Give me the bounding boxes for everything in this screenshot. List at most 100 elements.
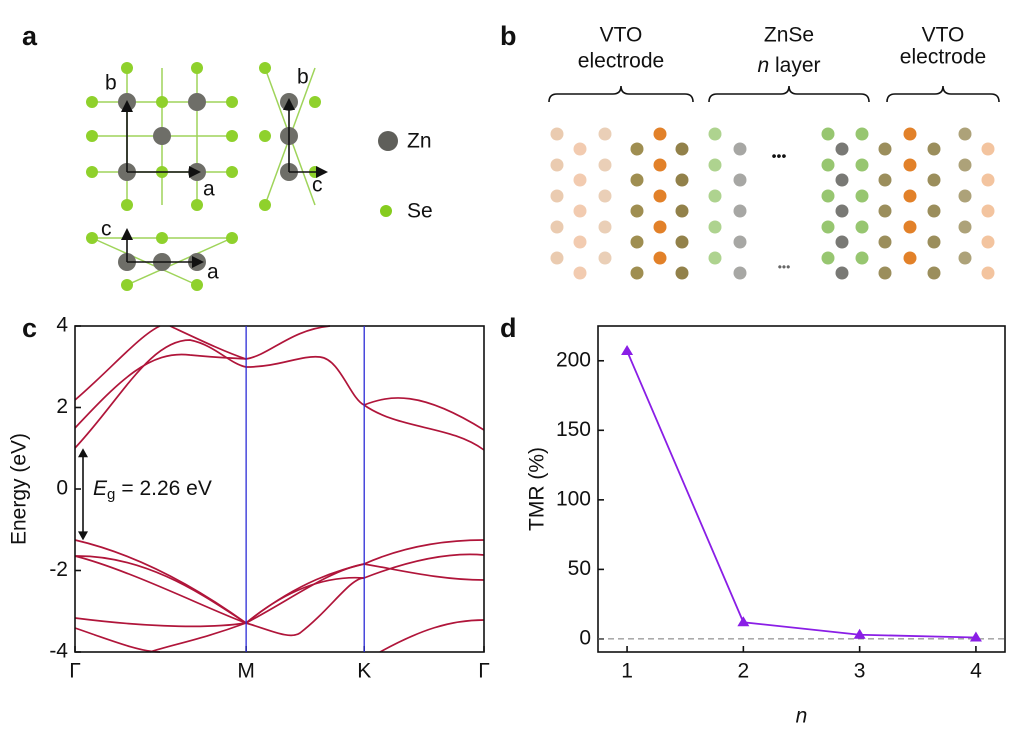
atom <box>733 235 747 249</box>
se-atom <box>226 232 238 244</box>
x-tick-label: 4 <box>970 660 982 683</box>
annotation-part: = 2.26 eV <box>121 477 212 500</box>
atom <box>903 251 917 265</box>
y-tick-label: 100 <box>556 487 591 510</box>
se-atom <box>226 166 238 178</box>
atom <box>903 127 917 141</box>
atom <box>927 266 941 280</box>
atom <box>598 251 612 265</box>
atom <box>708 251 722 265</box>
marker <box>621 345 634 356</box>
atom <box>835 173 849 187</box>
atom <box>878 142 892 156</box>
atom <box>835 266 849 280</box>
region-label: electrode <box>578 50 664 73</box>
atom <box>927 173 941 187</box>
atom <box>835 204 849 218</box>
x-tick-label: 2 <box>738 660 750 683</box>
atom <box>598 127 612 141</box>
se-atom <box>191 279 203 291</box>
y-tick-label: 0 <box>56 477 68 500</box>
atom <box>708 158 722 172</box>
atom <box>958 220 972 234</box>
atom <box>550 220 564 234</box>
plot-frame <box>597 325 1006 653</box>
atom <box>821 220 835 234</box>
se-atom <box>121 62 133 74</box>
atom <box>733 173 747 187</box>
axis-letter: a <box>203 178 215 201</box>
region-label: electrode <box>900 46 986 69</box>
marker <box>969 631 982 642</box>
atom <box>855 127 869 141</box>
atom <box>630 173 644 187</box>
y-tick-label: 2 <box>56 395 68 418</box>
atom <box>855 189 869 203</box>
atom <box>878 266 892 280</box>
atom <box>653 220 667 234</box>
gap-annotation: Eg = 2.26 eV <box>93 477 212 503</box>
se-atom <box>191 199 203 211</box>
atom <box>573 266 587 280</box>
axis-letter: c <box>101 218 112 241</box>
atom <box>903 158 917 172</box>
x-tick-label: M <box>237 660 255 683</box>
atom <box>550 127 564 141</box>
atom <box>675 204 689 218</box>
atom <box>878 235 892 249</box>
atom <box>550 251 564 265</box>
se-atom <box>121 279 133 291</box>
se-atom <box>121 199 133 211</box>
se-atom <box>86 232 98 244</box>
ellipsis: ••• <box>778 260 791 274</box>
y-axis-label: Energy (eV) <box>8 433 31 545</box>
y-tick-label: 150 <box>556 418 591 441</box>
atom <box>708 189 722 203</box>
atom <box>708 127 722 141</box>
zn-atom <box>153 127 171 145</box>
legend-label: Zn <box>407 130 432 153</box>
atom <box>675 173 689 187</box>
atom <box>958 127 972 141</box>
atom <box>630 204 644 218</box>
atom <box>878 173 892 187</box>
atom <box>981 266 995 280</box>
axis-letter: a <box>207 261 219 284</box>
atom <box>573 204 587 218</box>
y-tick-label: 0 <box>579 626 591 649</box>
atom <box>927 204 941 218</box>
atom <box>598 220 612 234</box>
zn-atom <box>188 93 206 111</box>
panel-label: d <box>500 313 517 343</box>
y-axis-label: TMR (%) <box>526 447 549 531</box>
atom <box>981 142 995 156</box>
structure <box>86 62 321 291</box>
atom <box>855 251 869 265</box>
atom <box>835 142 849 156</box>
annotation-part: E <box>93 477 108 500</box>
atom <box>630 142 644 156</box>
legend-label: Se <box>407 200 433 223</box>
atom <box>675 142 689 156</box>
atom <box>821 158 835 172</box>
zn-legend <box>378 131 398 151</box>
axis-letter: c <box>312 174 323 197</box>
region-label: VTO <box>922 24 965 47</box>
atom <box>630 266 644 280</box>
atom <box>878 204 892 218</box>
se-atom <box>156 96 168 108</box>
marker <box>853 628 866 639</box>
panel-label: c <box>22 313 37 343</box>
axis-letter: b <box>297 66 309 89</box>
atom <box>573 173 587 187</box>
x-axis-label: n <box>796 705 808 728</box>
atom <box>958 251 972 265</box>
atom <box>550 189 564 203</box>
atom <box>958 158 972 172</box>
atom <box>835 235 849 249</box>
atom <box>573 235 587 249</box>
atom <box>903 220 917 234</box>
marker <box>737 616 750 627</box>
region-label: ZnSe <box>764 24 814 47</box>
